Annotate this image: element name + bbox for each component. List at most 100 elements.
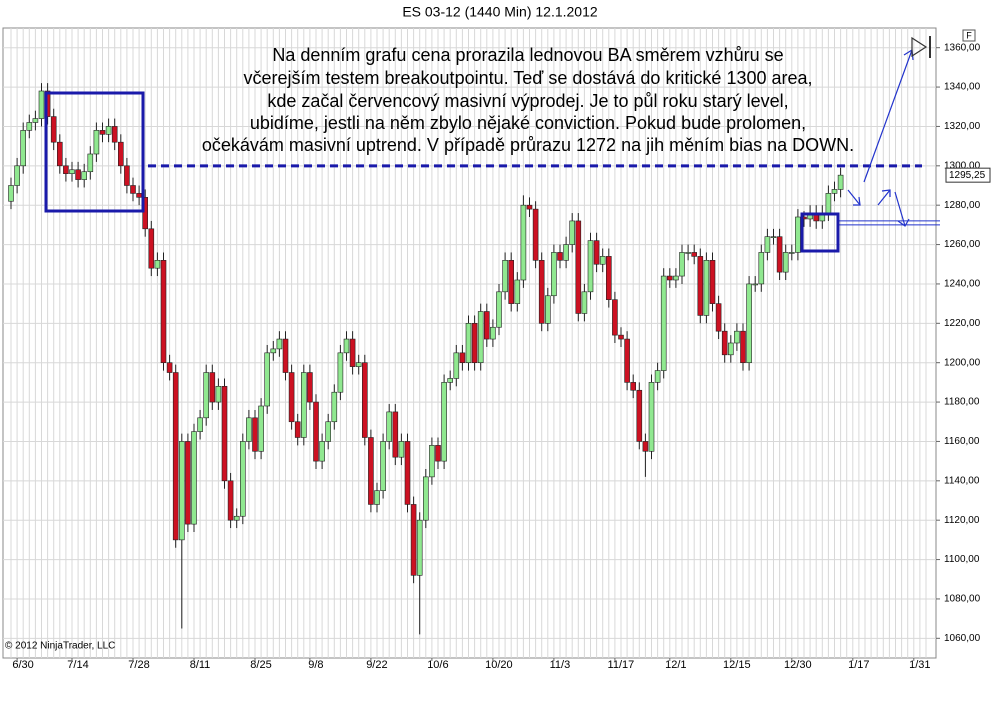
- candle-body: [514, 279, 521, 304]
- candle-body: [404, 441, 411, 505]
- candle-body: [453, 352, 460, 379]
- y-tick-label: 1160,00: [944, 436, 980, 447]
- copyright: © 2012 NinjaTrader, LLC: [5, 641, 115, 652]
- x-tick-label: 7/28: [128, 659, 149, 671]
- candle-body: [538, 260, 545, 324]
- grid: 6/30 7/14 7/28 8/11 8/25 9/8 9/22 10/6 10/20 11/3…: [3, 28, 981, 671]
- y-tick-label: 1260,00: [944, 239, 981, 250]
- candle-body: [154, 260, 161, 269]
- chart-title: ES 03-12 (1440 Min) 12.1.2012: [402, 4, 598, 20]
- candle-body: [764, 236, 771, 253]
- candle-body: [624, 338, 630, 383]
- candle-body: [32, 118, 39, 123]
- candle-body: [398, 441, 405, 458]
- candle-body: [392, 411, 399, 458]
- candle-body: [752, 283, 759, 286]
- panel-box: [962, 29, 976, 42]
- annotation-line: Na denním grafu cena prorazila lednovou …: [272, 45, 783, 65]
- candle-body: [557, 252, 563, 261]
- candle-body: [203, 372, 209, 419]
- candle-body: [172, 372, 179, 541]
- candle-body: [544, 295, 551, 324]
- x-tick-label: 12/15: [723, 659, 751, 671]
- candle-body: [740, 330, 746, 363]
- candle-body: [75, 169, 81, 180]
- candle-body: [496, 291, 502, 328]
- candle-body: [691, 252, 698, 257]
- candle-body: [703, 260, 710, 316]
- candle-body: [618, 334, 624, 340]
- candle-body: [374, 490, 380, 505]
- y-tick-label: 1320,00: [944, 121, 981, 132]
- x-tick-label: 1/31: [909, 659, 930, 671]
- candle-body: [490, 326, 496, 340]
- x-tick-label: 12/30: [784, 659, 812, 671]
- candle-body: [142, 197, 148, 230]
- candle-body: [435, 445, 441, 462]
- candle-body: [679, 252, 685, 277]
- y-tick-label: 1280,00: [944, 200, 981, 211]
- annotations: Na denním grafu cena prorazila lednovou …: [44, 36, 931, 253]
- candle-body: [130, 185, 136, 194]
- last-price-box: [945, 167, 991, 183]
- y-tick-label: 1300,00: [944, 160, 981, 171]
- candle-body: [197, 417, 203, 432]
- annotation-line: ubidíme, jestli na něm zbylo nějaké conv…: [250, 113, 806, 133]
- candle-body: [465, 323, 472, 363]
- candle-body: [581, 291, 588, 314]
- candle-body: [532, 208, 539, 261]
- candle-body: [215, 386, 222, 403]
- candle-body: [526, 204, 533, 210]
- candle-body: [325, 421, 332, 442]
- candle-body: [361, 362, 368, 438]
- x-tick-label: 10/6: [427, 659, 448, 671]
- candle-body: [105, 126, 112, 135]
- candle-body: [654, 370, 661, 383]
- candle-body: [648, 382, 655, 452]
- candle-body: [69, 169, 75, 174]
- candle-body: [56, 141, 63, 167]
- candle-body: [343, 338, 350, 354]
- y-tick-label: 1240,00: [944, 279, 981, 290]
- candle-body: [660, 275, 667, 371]
- x-tick-label: 8/25: [250, 659, 271, 671]
- candle-body: [563, 244, 569, 261]
- candle-body: [837, 174, 844, 190]
- y-tick-label: 1360,00: [944, 42, 981, 53]
- candle-body: [160, 260, 167, 363]
- candle-body: [776, 236, 783, 273]
- y-tick-label: 1060,00: [944, 633, 981, 644]
- candle-body: [252, 417, 258, 452]
- candle-body: [38, 90, 45, 119]
- candle-body: [368, 437, 374, 505]
- candle-body: [795, 216, 801, 253]
- candle-body: [746, 283, 752, 363]
- candle-body: [246, 417, 252, 442]
- x-tick-label: 11/3: [550, 659, 571, 671]
- annotation-line: kde začal červencový masivní výprodej. J…: [267, 91, 788, 111]
- candle-body: [233, 515, 240, 521]
- y-tick-label: 1220,00: [944, 318, 981, 329]
- candle-body: [319, 441, 325, 462]
- candle-body: [50, 116, 57, 143]
- x-tick-label: 7/14: [67, 659, 88, 671]
- candle-body: [782, 252, 789, 273]
- y-tick-label: 1120,00: [944, 515, 980, 526]
- y-tick-label: 1080,00: [944, 594, 981, 605]
- highlight-box: [800, 212, 840, 253]
- candle-body: [685, 252, 691, 254]
- candle-body: [20, 130, 27, 167]
- candle-body: [270, 348, 277, 354]
- candle-body: [227, 480, 234, 521]
- candle-body: [709, 260, 716, 304]
- candle-body: [355, 362, 362, 367]
- candle-body: [831, 189, 838, 194]
- candle-body: [630, 382, 637, 391]
- candle-body: [569, 220, 576, 245]
- candle-body: [758, 252, 765, 285]
- candle-body: [313, 401, 319, 462]
- candle-body: [416, 519, 423, 576]
- candle-body: [288, 372, 295, 423]
- candle-body: [99, 130, 106, 135]
- candle-body: [264, 352, 271, 407]
